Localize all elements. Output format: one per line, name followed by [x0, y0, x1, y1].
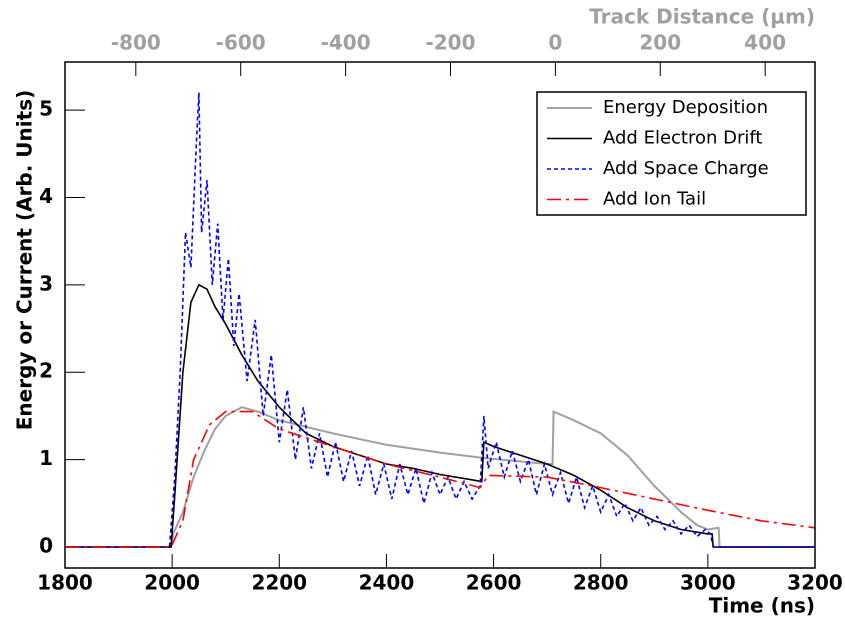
x-tick-label: 2400: [359, 571, 415, 595]
x-tick-label: 1800: [37, 571, 93, 595]
x2-tick-label: 400: [744, 31, 786, 55]
x2-tick-label: 200: [639, 31, 681, 55]
y-tick-label: 2: [39, 359, 53, 383]
x-tick-label: 2600: [466, 571, 522, 595]
legend-box: [536, 91, 807, 216]
x2-tick-label: -600: [216, 31, 266, 55]
series-line: [65, 406, 815, 548]
x2-tick-label: -800: [111, 31, 161, 55]
legend-label: Add Electron Drift: [603, 128, 762, 149]
y-axis-title: Energy or Current (Arb. Units): [13, 90, 37, 430]
x-axis-title: Time (ns): [709, 594, 815, 618]
series-line: [65, 410, 815, 548]
y-tick-label: 0: [39, 534, 53, 558]
legend-label: Add Ion Tail: [603, 189, 706, 210]
legend-label: Energy Deposition: [603, 97, 768, 118]
x-tick-label: 3200: [787, 571, 843, 595]
y-tick-label: 3: [39, 271, 53, 295]
y-tick-label: 1: [39, 446, 53, 470]
y-tick-label: 5: [39, 97, 53, 121]
x2-tick-label: -200: [425, 31, 475, 55]
series-line: [65, 92, 815, 548]
x2-tick-label: -400: [321, 31, 371, 55]
legend-label: Add Space Charge: [603, 158, 769, 179]
x-tick-label: 2200: [251, 571, 307, 595]
x2-axis-title: Track Distance (µm): [589, 5, 815, 29]
x-tick-label: 2800: [573, 571, 629, 595]
x-tick-label: 3000: [680, 571, 736, 595]
x-tick-label: 2000: [144, 571, 200, 595]
x2-tick-label: 0: [548, 31, 562, 55]
y-tick-label: 4: [39, 184, 53, 208]
plot-frame: [64, 61, 816, 569]
